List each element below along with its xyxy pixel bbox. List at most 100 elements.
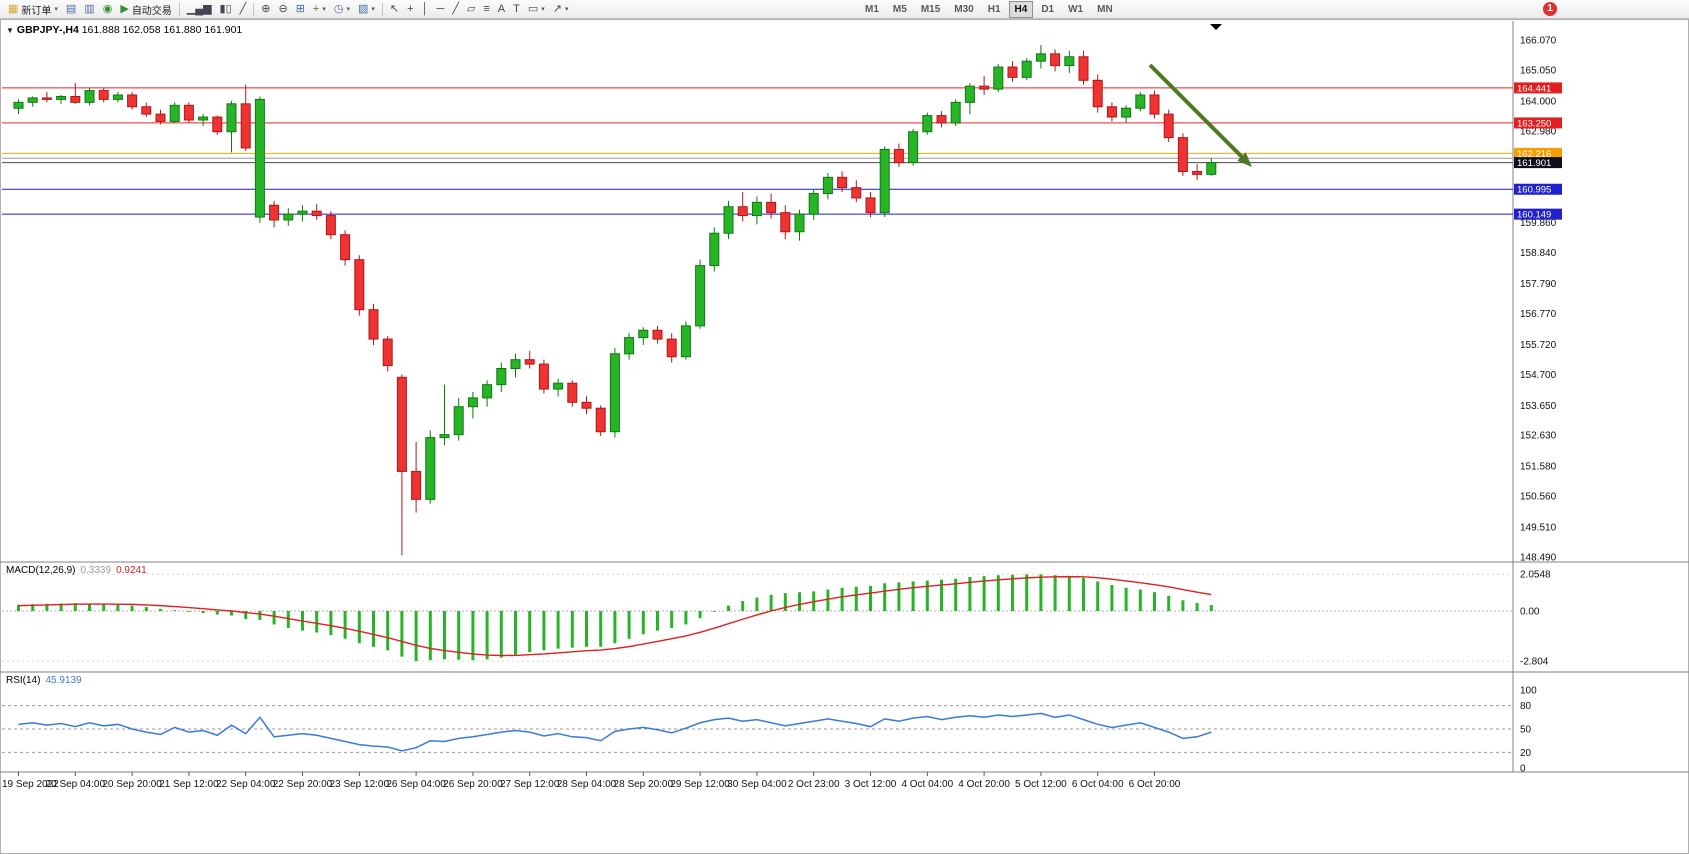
timeframe-button-h4[interactable]: H4 [1008,1,1034,18]
candle [922,115,933,133]
candle [1121,107,1132,118]
crosshair-button[interactable]: + [403,1,417,18]
svg-text:22 Sep 20:00: 22 Sep 20:00 [273,779,333,790]
new-order-button[interactable]: ▦ 新订单 ▾ [4,1,62,18]
vertical-line-button[interactable]: │ [418,1,433,18]
shapes-button[interactable]: ▭ ▾ [524,1,549,18]
horizontal-line-button[interactable]: ─ [432,1,448,18]
timeframe-button-h1[interactable]: H1 [987,4,1001,15]
candle [1106,106,1117,118]
candle [851,187,862,199]
svg-text:100: 100 [1520,686,1537,697]
periods-button[interactable]: ◷ ▾ [330,1,354,18]
candle [808,193,819,215]
timeframe-button-mn[interactable]: MN [1097,4,1113,15]
macd-signal-value: 0.9241 [116,565,147,576]
bar-chart-button[interactable]: ▁▄▆ [183,1,216,18]
candlestick-chart-icon: ▮▯ [219,2,232,15]
chart-window[interactable]: 166.070 165.050 164.000 162.980 159.860 158.8… [0,19,1689,854]
candle [1149,94,1160,115]
timeframe-button-m30[interactable]: M30 [954,4,974,15]
svg-text:22 Sep 04:00: 22 Sep 04:00 [216,779,276,790]
candle [652,329,663,340]
chevron-down-icon: ▾ [564,6,569,13]
candlestick-chart-button[interactable]: ▮▯ [216,1,236,18]
text-button[interactable]: A [494,1,509,18]
price-axis[interactable]: 166.070 165.050 164.000 162.980 159.860 158.8… [1514,36,1562,564]
notification-badge[interactable]: 1 [1543,2,1557,16]
svg-text:30 Sep 04:00: 30 Sep 04:00 [727,779,787,790]
svg-text:161.901: 161.901 [1517,158,1551,169]
candle [595,407,606,433]
zoom-in-button[interactable]: ⊕ [257,1,274,18]
candle [893,148,904,164]
candle [879,148,890,214]
candle [1078,56,1089,81]
timeframe-button-m1[interactable]: M1 [865,4,879,15]
rsi-line [18,712,1212,752]
chart-window-icon[interactable]: ▤ [62,1,80,18]
timeframe-button-d1[interactable]: D1 [1041,4,1055,15]
channel-button[interactable]: ▱ [463,1,479,18]
candle [950,101,961,124]
trendline-button[interactable]: ╱ [448,1,463,18]
candle [198,116,209,121]
price-chart-canvas[interactable]: 166.070 165.050 164.000 162.980 159.860 158.8… [0,19,1689,854]
candlesticks[interactable] [13,44,1217,556]
candle [695,265,706,327]
candle [666,338,677,358]
timeframe-button-m15[interactable]: M15 [920,4,941,15]
templates-button[interactable]: ▧ ▾ [354,1,379,18]
chart-window-icon-icon: ▤ [65,2,77,15]
autotrading-button[interactable]: ▶ 自动交易 [116,1,175,18]
svg-text:-2.804: -2.804 [1520,657,1549,668]
svg-text:26 Sep 04:00: 26 Sep 04:00 [386,779,446,790]
candle [1192,170,1203,175]
candle [936,115,947,124]
candle [411,470,422,500]
candle [709,232,720,267]
candle [680,325,691,358]
svg-text:2.0548: 2.0548 [1520,570,1551,581]
fibonacci-button[interactable]: ≡ [479,1,493,18]
candle [482,384,493,399]
svg-text:4 Oct 04:00: 4 Oct 04:00 [901,779,953,790]
text-label-button[interactable]: T [509,1,524,18]
candle [723,206,734,234]
candle [1007,66,1018,78]
line-chart-button[interactable]: ╱ [236,1,251,18]
svg-text:166.070: 166.070 [1520,36,1557,47]
macd-main-value: 0.3339 [80,565,112,576]
tile-windows-button[interactable]: ⊞ [292,1,309,18]
cursor-button[interactable]: ↖ [386,1,403,18]
symbol-dropdown-icon[interactable]: ▼ [6,26,14,35]
rsi-panel[interactable]: 100 80 50 20 0 [2,686,1537,775]
rsi-value: 45.9139 [45,675,82,686]
toolbar-separator [178,2,180,16]
arrows-button[interactable]: ↗ ▾ [549,1,573,18]
candle [837,176,848,189]
svg-text:160.995: 160.995 [1517,185,1551,196]
candle [382,338,393,367]
svg-text:26 Sep 20:00: 26 Sep 20:00 [443,779,503,790]
indicators-button[interactable]: + ▾ [309,1,330,18]
profiles-icon[interactable]: ▥ [80,1,98,18]
svg-text:156.770: 156.770 [1520,309,1557,320]
candle [751,201,762,217]
macd-panel[interactable]: 2.0548 0.00 -2.804 [2,570,1551,668]
candle [780,212,791,233]
main-toolbar: ▦ 新订单 ▾ ▤ ▥ ◉ ▶ 自动交易 ▁▄▆ ▮▯ ╱ ⊕ ⊖ ⊞ + ▾ ◷ ▾ ▧ ▾ ↖ + │ ─ ╱ ▱ ≡ A T ▭ ▾ ↗… [0,0,1689,19]
chart-shift-marker[interactable] [1210,24,1222,30]
profiles-icon-icon: ▥ [84,2,95,15]
svg-text:158.840: 158.840 [1520,248,1557,259]
timeframe-button-m5[interactable]: M5 [892,4,907,15]
svg-text:21 Sep 12:00: 21 Sep 12:00 [159,779,219,790]
timeframe-button-w1[interactable]: W1 [1068,4,1084,15]
candle [510,359,521,369]
toolbar-separator [381,2,383,16]
trend-arrow[interactable] [1148,63,1252,167]
zoom-out-button[interactable]: ⊖ [274,1,291,18]
market-watch-icon[interactable]: ◉ [99,1,117,18]
svg-text:29 Sep 12:00: 29 Sep 12:00 [670,779,730,790]
